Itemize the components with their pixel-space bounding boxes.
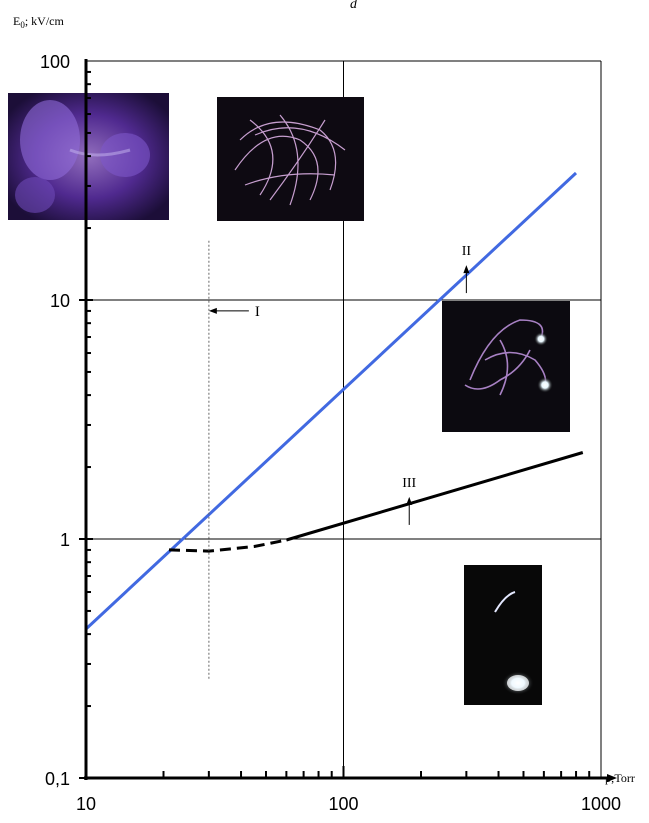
x-axis-label: p;Torr [605,771,635,785]
arrow-head [406,496,413,505]
series-group [84,171,584,679]
annotation-label: III [402,476,416,491]
x-tick-label: 10 [76,794,96,814]
x-axis-arrow [607,774,617,782]
annotation-label: I [255,304,260,320]
x-tick-label: 100 [328,794,358,814]
series-line-III [285,451,584,542]
branching-streamer-photo [442,301,570,432]
annotation-label: II [462,244,472,259]
x-tick-label: 1000 [581,794,621,814]
series-line-II [84,171,578,631]
series-line-III-dashed [168,538,287,553]
y-tick-label: 1 [60,530,70,550]
arrow-head [208,307,217,314]
y-tick-label: 0,1 [45,769,70,789]
arrow-head [463,265,470,274]
y-axis-label: E0; kV/cm [13,14,65,30]
y-tick-label: 100 [40,52,70,72]
y-tick-label: 10 [50,291,70,311]
filament-network-photo [217,97,364,221]
top-text: d [350,0,358,12]
single-spark-photo [464,565,542,705]
axes: 10 100 1000 0,1 1 10 100 [40,52,621,814]
